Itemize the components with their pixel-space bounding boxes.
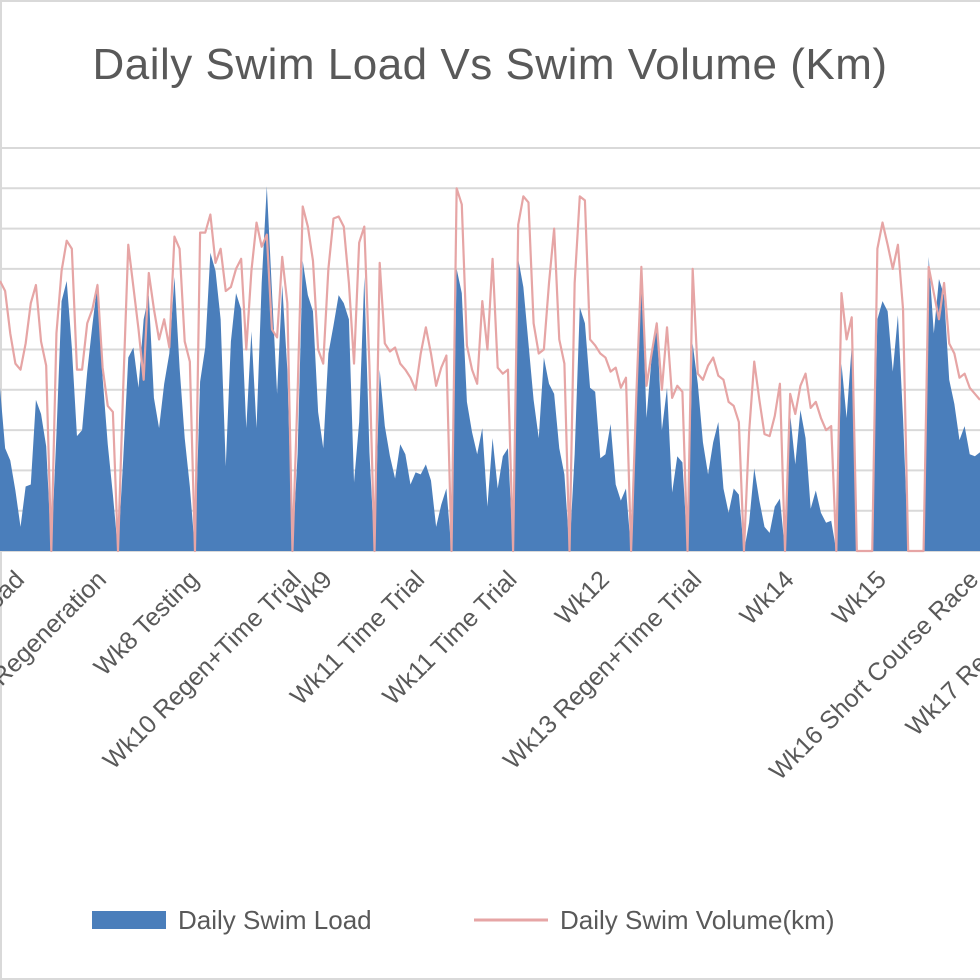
x-tick-label: Wk14 <box>735 565 800 630</box>
series-area-daily-swim-load <box>0 186 980 551</box>
x-tick-label: Wk15 <box>827 565 892 630</box>
x-tick-label: Wk10 Regen+Time Trial <box>98 565 307 774</box>
legend-label-load: Daily Swim Load <box>178 905 372 935</box>
load-area-layer <box>0 186 980 551</box>
legend-label-volume: Daily Swim Volume(km) <box>560 905 835 935</box>
chart-title: Daily Swim Load Vs Swim Volume (Km) <box>92 40 888 89</box>
series-line-daily-swim-volume <box>0 187 980 553</box>
legend-swatch-load <box>92 911 166 929</box>
volume-line-layer <box>0 187 980 553</box>
x-tick-label: Wk12 <box>550 565 615 630</box>
legend: Daily Swim Load Daily Swim Volume(km) <box>92 905 835 935</box>
